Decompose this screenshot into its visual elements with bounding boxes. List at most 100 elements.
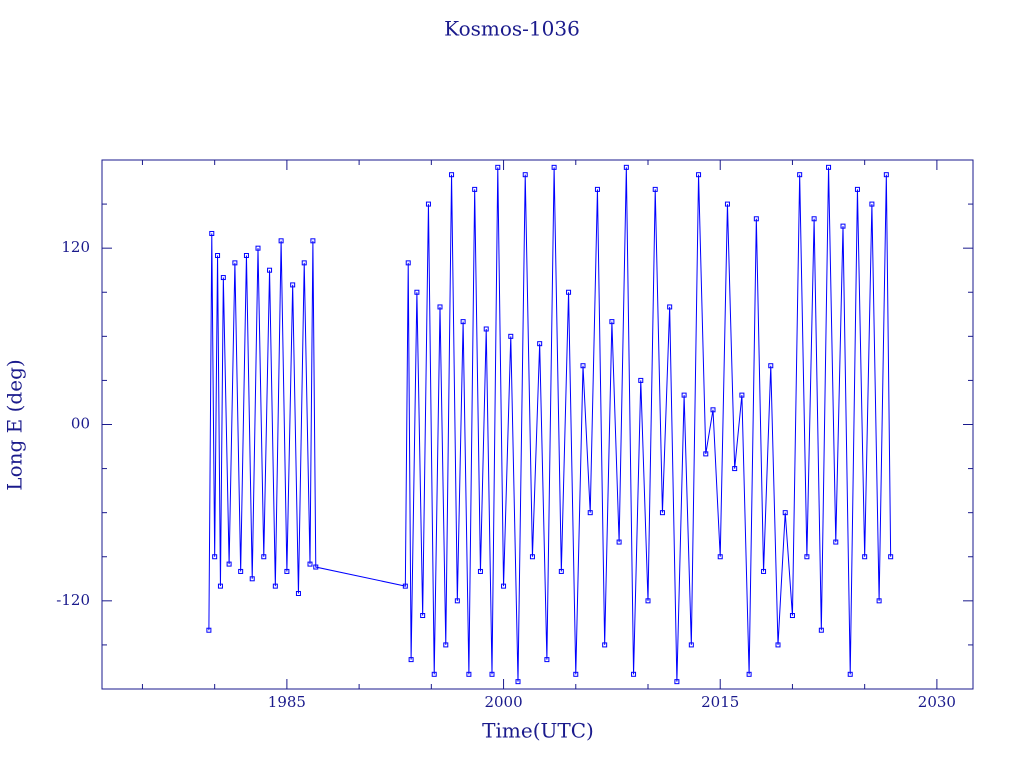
data-point [888, 554, 894, 560]
data-point [761, 568, 767, 574]
data-point [226, 561, 232, 567]
data-point [674, 679, 680, 685]
data-point [753, 216, 759, 222]
data-point [717, 554, 723, 560]
data-point [261, 554, 267, 560]
data-point [425, 201, 431, 207]
data-point [472, 186, 478, 192]
data-point [847, 671, 853, 677]
data-point [869, 201, 875, 207]
data-point [573, 671, 579, 677]
data-point [220, 275, 226, 281]
data-point [840, 223, 846, 229]
data-point [489, 671, 495, 677]
data-point [501, 583, 507, 589]
data-point [477, 568, 483, 574]
series-line [208, 167, 892, 682]
data-point [732, 466, 738, 472]
data-point [249, 576, 255, 582]
data-point [212, 554, 218, 560]
x-tick-label: 1985 [268, 693, 306, 711]
data-point [431, 671, 437, 677]
data-point [746, 671, 752, 677]
data-point [414, 289, 420, 295]
data-point [405, 260, 411, 266]
data-point [495, 164, 501, 170]
data-point [443, 642, 449, 648]
data-point [420, 613, 426, 619]
data-point [313, 564, 319, 570]
data-point [854, 186, 860, 192]
data-point [284, 568, 290, 574]
data-point [267, 267, 273, 273]
data-point [652, 186, 658, 192]
data-point [609, 319, 615, 325]
y-tick-label: -120 [56, 591, 90, 609]
data-point [238, 568, 244, 574]
data-point [402, 583, 408, 589]
data-point [217, 583, 223, 589]
data-point [645, 598, 651, 604]
data-point [307, 561, 313, 567]
data-point [278, 238, 284, 244]
data-point [602, 642, 608, 648]
data-point [724, 201, 730, 207]
data-point [460, 319, 466, 325]
data-point [688, 642, 694, 648]
x-tick-label: 2000 [484, 693, 522, 711]
data-point [804, 554, 810, 560]
data-point [631, 671, 637, 677]
data-point [437, 304, 443, 310]
data-point [587, 510, 593, 516]
data-point [566, 289, 572, 295]
data-point [310, 238, 316, 244]
data-point [290, 282, 296, 288]
data-point [580, 363, 586, 369]
data-point [811, 216, 817, 222]
data-point [696, 172, 702, 178]
data-point [544, 657, 550, 663]
data-point [558, 568, 564, 574]
data-point [515, 679, 521, 685]
data-point [797, 172, 803, 178]
data-point [537, 341, 543, 347]
data-point [508, 333, 514, 339]
data-point [782, 510, 788, 516]
data-point [483, 326, 489, 332]
data-point [826, 164, 832, 170]
x-axis-label: Time(UTC) [482, 719, 594, 743]
data-point [454, 598, 460, 604]
data-point [209, 230, 215, 236]
data-point [876, 598, 882, 604]
data-point [529, 554, 535, 560]
data-point [466, 671, 472, 677]
data-point [215, 253, 221, 259]
x-tick-label: 2030 [918, 693, 956, 711]
data-point [408, 657, 414, 663]
data-point [301, 260, 307, 266]
data-point [667, 304, 673, 310]
data-point [272, 583, 278, 589]
x-tick-label: 2015 [701, 693, 739, 711]
data-point [295, 590, 301, 596]
data-point [616, 539, 622, 545]
data-point [659, 510, 665, 516]
data-point [232, 260, 238, 266]
data-point [862, 554, 868, 560]
data-point [243, 253, 249, 259]
chart-title: Kosmos-1036 [444, 17, 580, 41]
data-point [522, 172, 528, 178]
y-axis-label: Long E (deg) [3, 359, 27, 490]
data-point [768, 363, 774, 369]
y-tick-label: 00 [71, 415, 90, 433]
data-point [681, 392, 687, 398]
data-point [710, 407, 716, 413]
data-point [818, 627, 824, 633]
data-point [449, 172, 455, 178]
data-point [883, 172, 889, 178]
data-point [833, 539, 839, 545]
data-point [255, 245, 261, 251]
data-point [775, 642, 781, 648]
data-point [703, 451, 709, 457]
